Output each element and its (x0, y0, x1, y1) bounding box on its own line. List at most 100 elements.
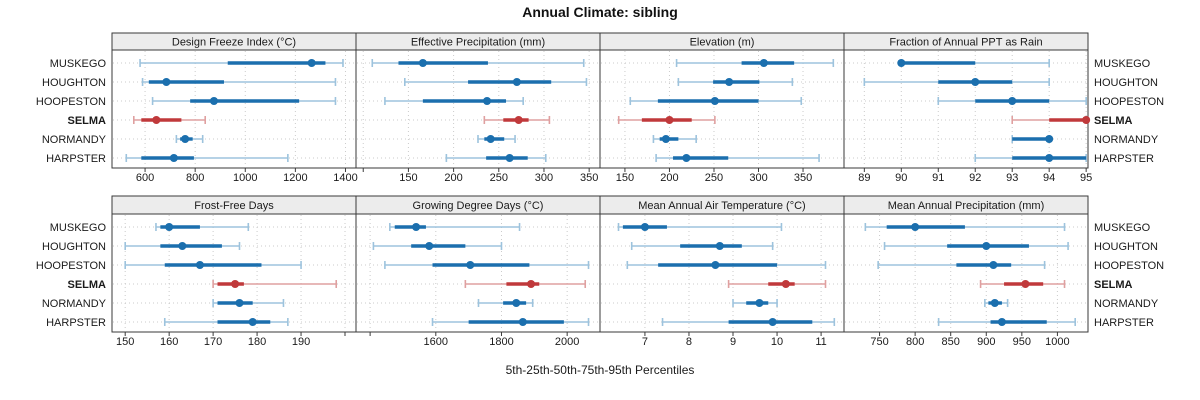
panel-body (843, 213, 1089, 333)
panel-body (355, 213, 601, 333)
axis-tick-label: 250 (490, 172, 508, 184)
strip-label: Elevation (m) (690, 37, 755, 49)
strip-label: Fraction of Annual PPT as Rain (889, 37, 1042, 49)
axis-tick-label: 900 (977, 336, 995, 348)
median-dot (512, 299, 521, 307)
median-dot (755, 299, 764, 307)
percentile-interval (151, 97, 337, 105)
chart-title: Annual Climate: sibling (522, 4, 678, 20)
axis-tick-label: 150 (399, 172, 417, 184)
percentile-interval (630, 242, 774, 250)
percentile-interval (477, 135, 516, 143)
median-dot (997, 318, 1006, 326)
percentile-interval (175, 135, 204, 143)
percentile-interval (652, 135, 697, 143)
panel-body (599, 49, 845, 169)
median-dot (425, 242, 434, 250)
median-dot (759, 59, 768, 67)
axis-tick-label: 160 (160, 336, 178, 348)
percentile-interval (864, 223, 1066, 231)
median-dot (989, 261, 998, 269)
axis-tick-label: 2000 (555, 336, 579, 348)
axis-tick-label: 1800 (489, 336, 513, 348)
percentile-interval (979, 280, 1066, 288)
axis-tick-label: 200 (660, 172, 678, 184)
axis-tick-label: 350 (794, 172, 812, 184)
axis-tick-label: 600 (136, 172, 154, 184)
site-label-left: NORMANDY (42, 298, 107, 310)
percentile-interval (403, 78, 588, 86)
panel-body (111, 213, 357, 333)
median-dot (518, 318, 527, 326)
axis-tick-label: 11 (815, 336, 826, 348)
site-label-right: NORMANDY (1094, 134, 1159, 146)
axis-tick-label: 10 (771, 336, 783, 348)
percentile-interval (897, 59, 1050, 67)
median-dot (1082, 116, 1091, 124)
percentile-interval (431, 318, 590, 326)
axis-tick-label: 8 (686, 336, 692, 348)
percentile-interval (1011, 135, 1054, 143)
percentile-interval (132, 116, 206, 124)
median-dot (1008, 97, 1017, 105)
median-dot (162, 78, 171, 86)
percentile-interval (974, 154, 1087, 162)
site-label-right: HOOPESTON (1094, 260, 1164, 272)
percentile-interval (372, 242, 503, 250)
site-label-left: HOUGHTON (42, 77, 106, 89)
axis-tick-label: 7 (642, 336, 648, 348)
site-label-right: HOOPESTON (1094, 96, 1164, 108)
percentile-interval (727, 280, 827, 288)
site-label-right: NORMANDY (1094, 298, 1159, 310)
percentile-interval (384, 97, 524, 105)
percentile-interval (617, 223, 783, 231)
site-label-right: HARPSTER (1094, 317, 1154, 329)
median-dot (152, 116, 161, 124)
median-dot (181, 135, 190, 143)
median-dot (781, 280, 790, 288)
median-dot (209, 97, 218, 105)
axis-tick-label: 200 (444, 172, 462, 184)
median-dot (169, 154, 178, 162)
axis-tick-label: 1000 (1045, 336, 1069, 348)
median-dot (165, 223, 174, 231)
median-dot (512, 78, 521, 86)
median-dot (971, 78, 980, 86)
median-dot (682, 154, 691, 162)
median-dot (195, 261, 204, 269)
axis-tick-label: 91 (932, 172, 944, 184)
median-dot (661, 135, 670, 143)
axis-tick-label: 150 (116, 336, 134, 348)
strip-label: Mean Annual Precipitation (mm) (888, 200, 1045, 212)
percentile-interval (445, 154, 547, 162)
median-dot (715, 242, 724, 250)
median-dot (248, 318, 257, 326)
axis-tick-label: 1600 (424, 336, 448, 348)
median-dot (897, 59, 906, 67)
median-dot (178, 242, 187, 250)
axis-tick-label: 950 (1013, 336, 1031, 348)
percentile-interval (124, 242, 241, 250)
median-dot (665, 116, 674, 124)
panel-strip (843, 32, 1089, 51)
median-dot (527, 280, 536, 288)
percentile-interval (155, 223, 250, 231)
axis-tick-label: 850 (942, 336, 960, 348)
site-label-left: MUSKEGO (50, 58, 107, 70)
site-label-left: MUSKEGO (50, 222, 107, 234)
axis-tick-label: 800 (186, 172, 204, 184)
percentile-interval (629, 97, 803, 105)
percentile-caption: 5th-25th-50th-75th-95th Percentiles (505, 363, 695, 377)
strip-label: Frost-Free Days (194, 200, 274, 212)
median-dot (514, 116, 523, 124)
percentile-interval (139, 59, 344, 67)
site-label-right: HOUGHTON (1094, 241, 1158, 253)
axis-tick-label: 150 (616, 172, 634, 184)
axis-tick-label: 190 (292, 336, 310, 348)
site-label-right: SELMA (1094, 279, 1133, 291)
axis-tick-label: 90 (895, 172, 907, 184)
median-dot (486, 135, 495, 143)
panel-body (599, 213, 845, 333)
site-label-right: HARPSTER (1094, 153, 1154, 165)
